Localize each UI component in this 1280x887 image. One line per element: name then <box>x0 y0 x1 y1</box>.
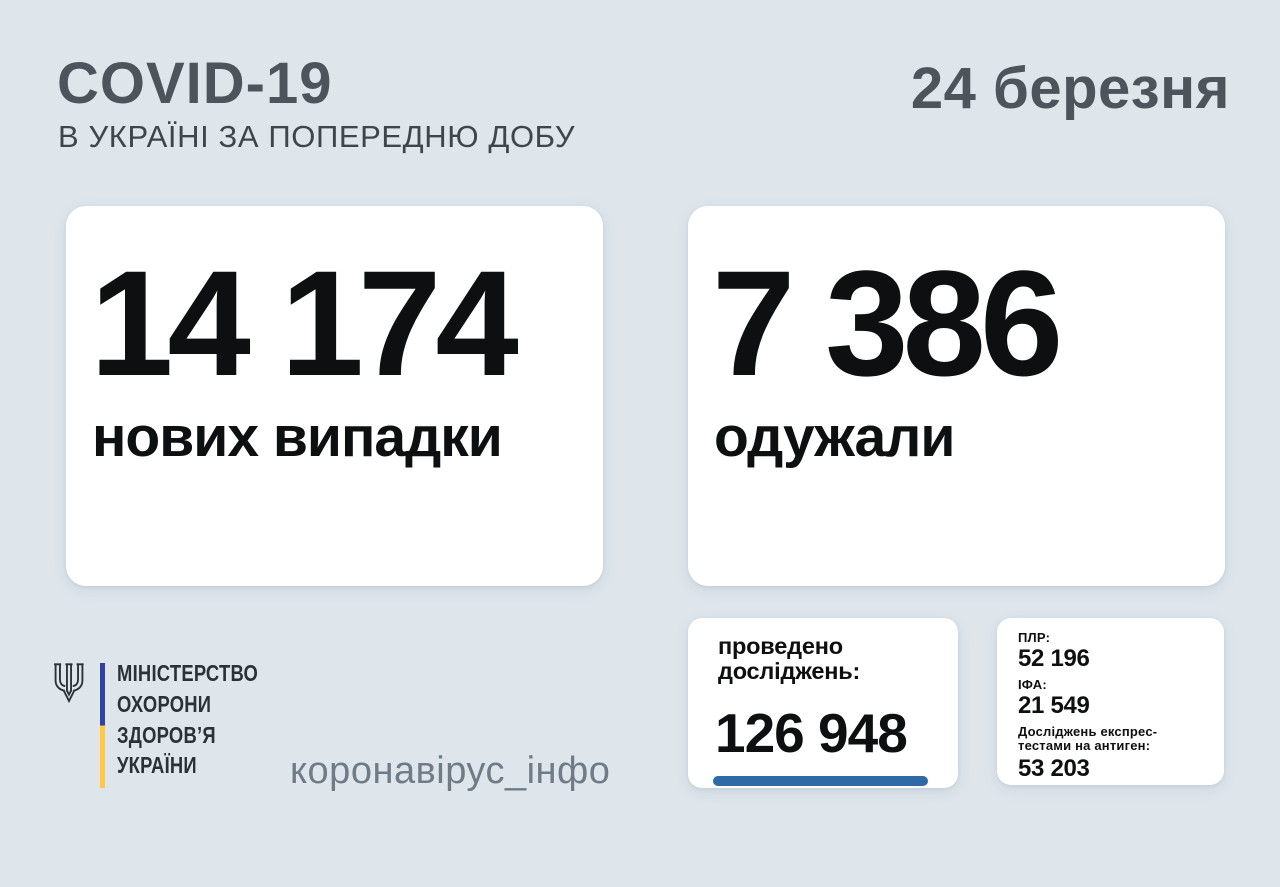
channel-name: коронавірус_інфо <box>290 750 611 792</box>
recovered-card: 7 386 одужали <box>688 206 1225 586</box>
pcr-label: ПЛР: <box>1018 630 1051 645</box>
ministry-line: ЗДОРОВ’Я <box>117 721 216 748</box>
antigen-item: Досліджень експрес-тестами на антиген: 5… <box>1018 724 1210 783</box>
elisa-item: ІФА: 21 549 <box>1018 677 1210 720</box>
tests-total-card: проведено досліджень: 126 948 <box>688 618 958 788</box>
new-cases-card: 14 174 нових випадки <box>66 206 603 586</box>
tests-total-value: 126 948 <box>715 702 908 764</box>
tryzub-icon <box>54 663 84 704</box>
page-title: COVID-19 <box>57 51 333 116</box>
recovered-label: одужали <box>714 405 955 469</box>
report-date: 24 березня <box>910 56 1230 121</box>
ministry-line: ОХОРОНИ <box>117 690 212 717</box>
elisa-value: 21 549 <box>1018 692 1090 719</box>
elisa-label: ІФА: <box>1018 677 1047 692</box>
tests-total-label: проведено досліджень: <box>718 633 861 684</box>
tests-accent-bar <box>713 776 928 786</box>
tests-breakdown-card: ПЛР: 52 196 ІФА: 21 549 Досліджень експр… <box>997 618 1224 785</box>
recovered-value: 7 386 <box>712 239 1063 407</box>
ministry-line: УКРАЇНИ <box>117 752 197 779</box>
pcr-item: ПЛР: 52 196 <box>1018 630 1210 673</box>
new-cases-label: нових випадки <box>92 405 503 469</box>
ministry-line: МІНІСТЕРСТВО <box>117 660 259 686</box>
ministry-name: МІНІСТЕРСТВО ОХОРОНИ ЗДОРОВ’Я УКРАЇНИ <box>117 658 258 781</box>
flag-color-bar <box>100 663 105 788</box>
page-subtitle: В УКРАЇНІ ЗА ПОПЕРЕДНЮ ДОБУ <box>58 119 576 154</box>
new-cases-value: 14 174 <box>90 239 519 407</box>
pcr-value: 52 196 <box>1018 645 1090 672</box>
antigen-value: 53 203 <box>1018 755 1090 782</box>
antigen-label: Досліджень експрес-тестами на антиген: <box>1018 724 1158 753</box>
